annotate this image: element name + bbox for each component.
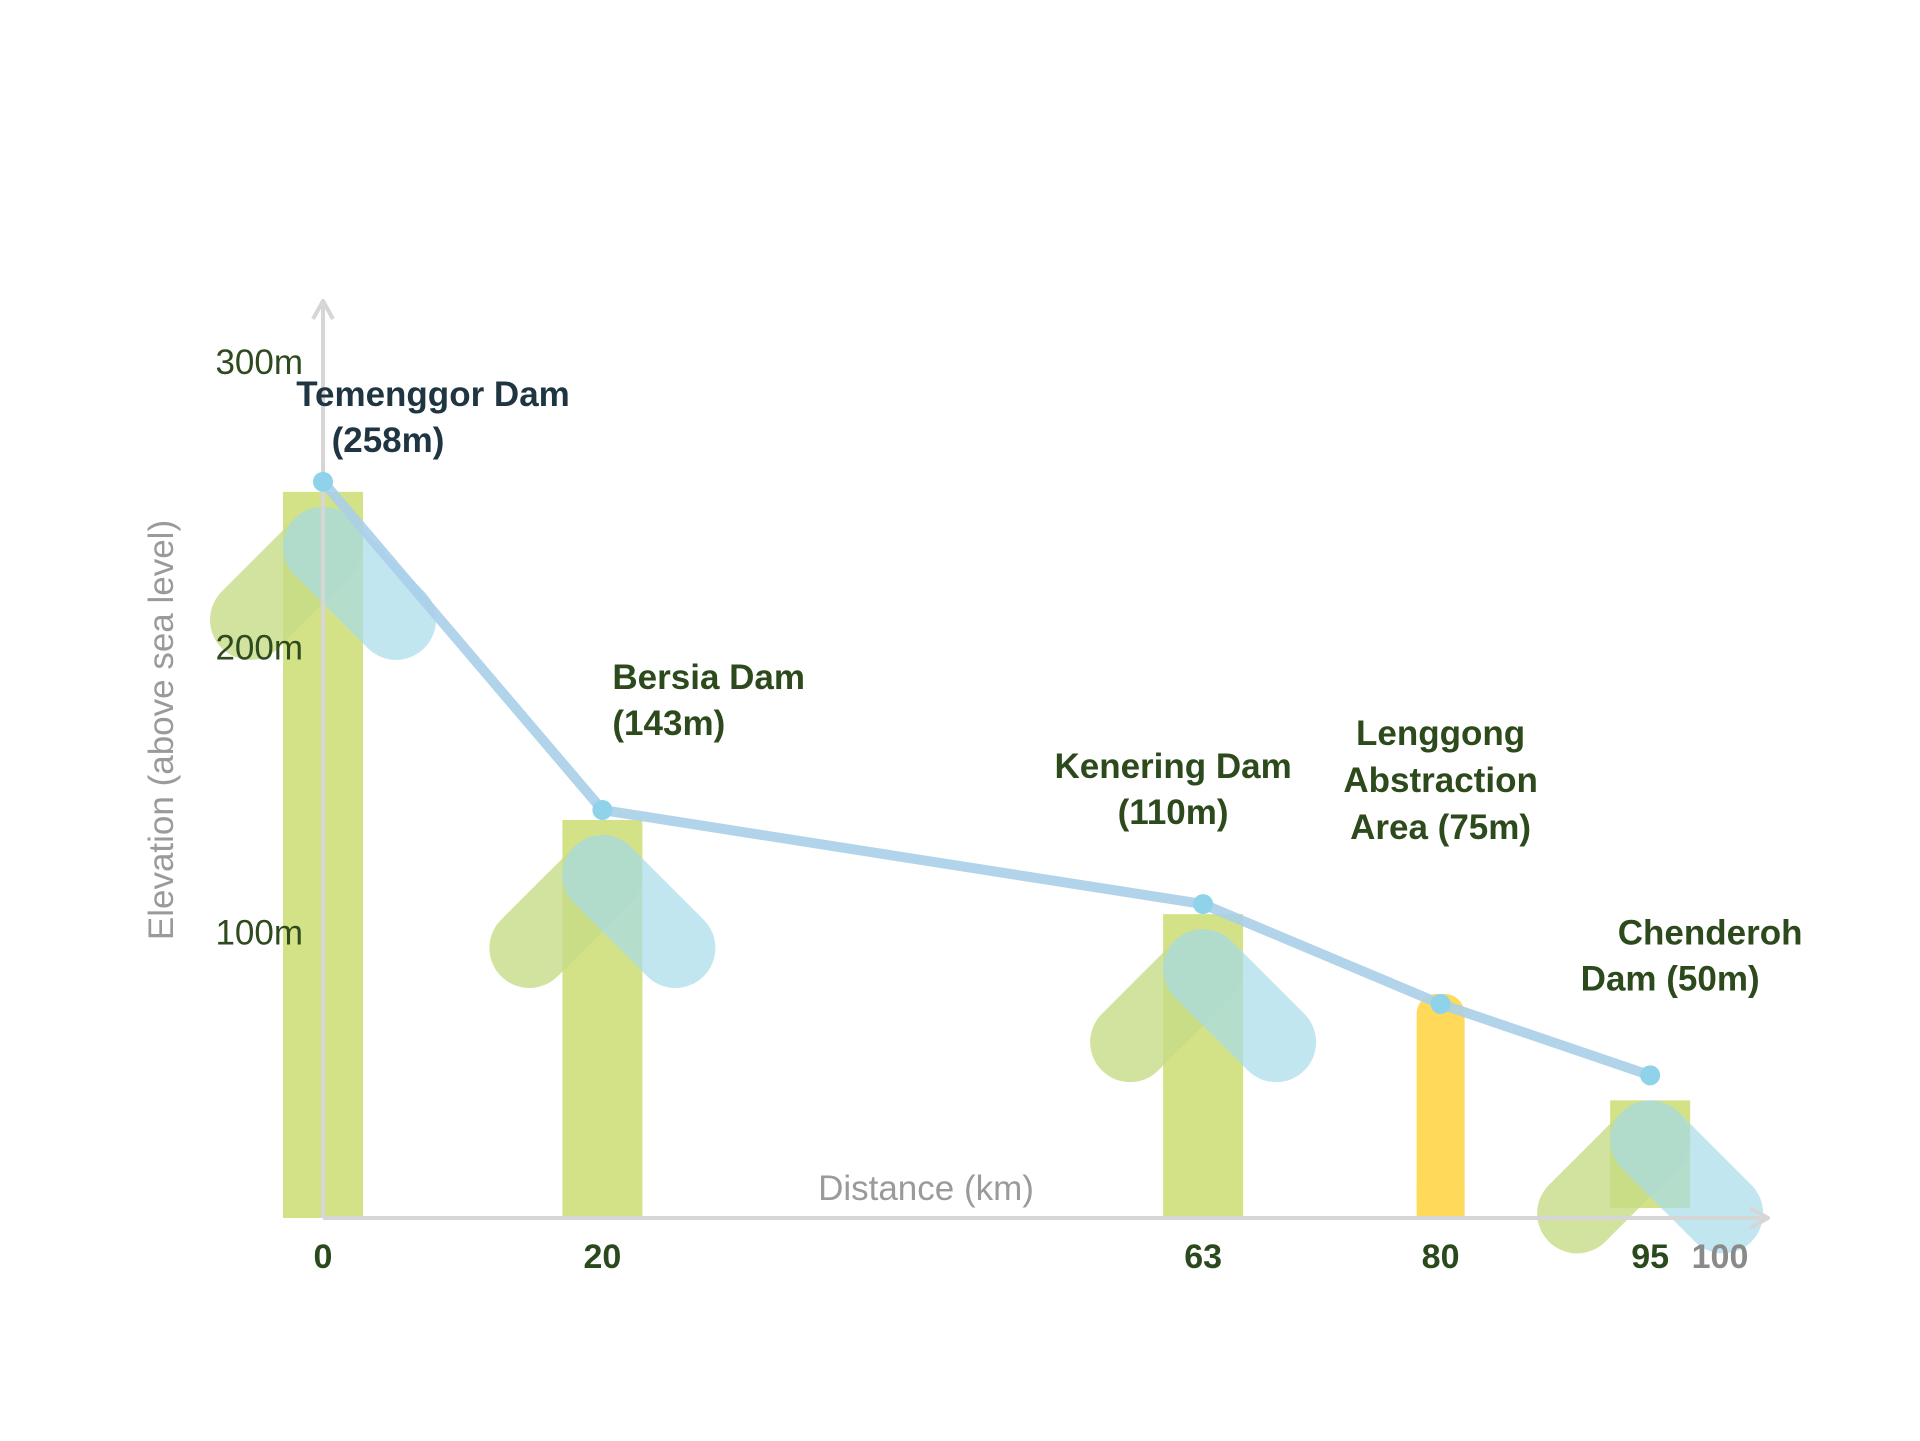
arrow-right-stroke	[1163, 929, 1317, 1083]
x-axis-title: Distance (km)	[818, 1169, 1034, 1208]
data-point	[313, 471, 333, 492]
axes	[311, 299, 1770, 1230]
dam-arrow-icon	[210, 506, 436, 660]
y-tick-labels: 100m 200m 300m	[215, 343, 303, 953]
point-label: Kenering Dam (110m)	[1054, 747, 1291, 832]
x-tick-labels: 0 20 63 80 95 100	[314, 1238, 1749, 1276]
point-label: Bersia Dam (143m)	[612, 658, 805, 743]
data-point	[1430, 994, 1451, 1014]
x-tick-label: 0	[314, 1238, 333, 1276]
data-point	[1193, 894, 1214, 915]
y-tick-label: 300m	[215, 343, 303, 382]
point-labels: Temenggor Dam (258m) Bersia Dam (143m) Kener…	[296, 375, 1802, 998]
x-tick-label: 95	[1631, 1238, 1669, 1276]
abstraction-bar-base	[1416, 1188, 1465, 1218]
x-tick-label: 63	[1184, 1238, 1222, 1276]
arrow-right-stroke	[562, 834, 716, 988]
y-axis-title: Elevation (above sea level)	[142, 520, 181, 940]
point-label: Lenggong Abstraction Area (75m)	[1343, 714, 1537, 847]
dam-arrow-icon	[489, 834, 716, 988]
y-tick-label: 100m	[215, 914, 303, 953]
line-layer	[313, 471, 1661, 1086]
point-label: Chenderoh Dam (50m)	[1581, 913, 1803, 998]
data-point	[1640, 1065, 1661, 1086]
y-axis-arrowhead	[311, 299, 335, 320]
data-point	[592, 799, 613, 820]
x-tick-label: 80	[1422, 1238, 1460, 1276]
point-label: Temenggor Dam (258m)	[296, 375, 570, 460]
x-tick-label: 100	[1692, 1238, 1749, 1276]
arrow-right-stroke	[283, 506, 436, 660]
abstraction-bar	[1416, 994, 1465, 1218]
x-axis-arrowhead	[1749, 1206, 1770, 1230]
arrow-right-stroke	[1610, 1100, 1764, 1254]
bars-layer	[283, 491, 1691, 1219]
dam-arrow-icon	[1090, 929, 1317, 1083]
arrows-layer	[210, 506, 1764, 1254]
y-tick-label: 200m	[215, 628, 303, 667]
x-tick-label: 20	[583, 1238, 621, 1276]
dam-arrow-icon	[1537, 1100, 1764, 1254]
